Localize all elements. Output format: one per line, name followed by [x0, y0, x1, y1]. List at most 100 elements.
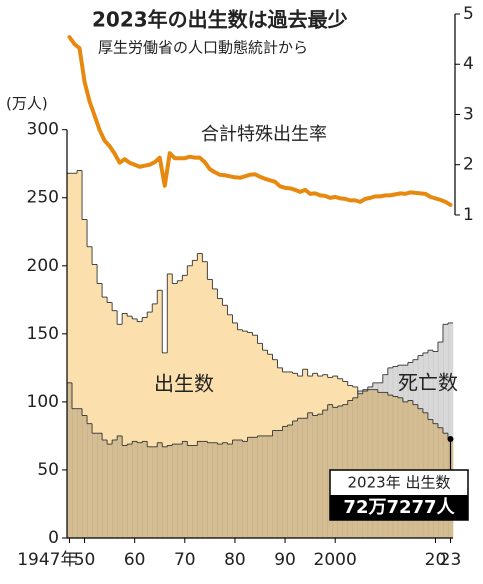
deaths-annotation: 死亡数: [398, 371, 458, 395]
y-tick-label: 250: [27, 188, 59, 208]
death-bar: [382, 374, 389, 538]
death-bar: [362, 391, 369, 538]
death-bar: [277, 430, 283, 538]
y2-tick-label: 5: [463, 4, 474, 24]
death-bar: [87, 423, 93, 538]
death-bar: [407, 362, 414, 538]
birth-bar: [237, 329, 243, 538]
x-tick-label: 70: [174, 550, 196, 570]
birth-bar: [177, 280, 183, 538]
death-bar: [287, 425, 293, 538]
death-bar: [352, 397, 359, 538]
death-bar: [447, 322, 454, 538]
x-tick-label: 2000: [314, 550, 357, 570]
birth-bar: [87, 246, 93, 538]
plot-area: [62, 13, 460, 543]
death-bar: [412, 359, 419, 538]
death-bar: [112, 440, 118, 538]
x-tick-label: 90: [274, 550, 296, 570]
death-bar: [282, 426, 288, 538]
y-tick-label: 200: [27, 256, 59, 276]
chart-subtitle: 厚生労働省の人口動態統計から: [98, 39, 308, 57]
birth-bar: [217, 298, 223, 538]
death-bar: [372, 382, 379, 538]
y-tick-label: 150: [27, 324, 59, 344]
birth-bar: [242, 331, 248, 538]
death-bar: [317, 414, 323, 538]
tfr-line: [67, 35, 453, 207]
death-bar: [152, 446, 158, 538]
death-bar: [122, 445, 128, 538]
death-bar: [262, 435, 268, 538]
death-bar: [322, 410, 328, 538]
x-tick-label: 60: [124, 550, 146, 570]
death-bar: [247, 437, 253, 538]
death-bar: [237, 440, 243, 538]
death-bar: [82, 415, 88, 538]
birth-bar: [157, 290, 163, 538]
birth-bar: [182, 275, 188, 538]
death-bar: [242, 441, 248, 538]
death-bar: [217, 444, 223, 538]
chart-title: 2023年の出生数は過去最少: [92, 8, 348, 32]
death-bar: [402, 365, 409, 538]
callout-dot: [447, 436, 454, 443]
death-bar: [202, 441, 208, 538]
death-bar: [72, 408, 78, 538]
birth-bar: [127, 316, 133, 538]
birth-bar: [232, 322, 238, 538]
death-bar: [422, 352, 429, 538]
death-bar: [127, 444, 133, 538]
tfr-annotation: 合計特殊出生率: [201, 124, 327, 145]
birth-bar: [102, 297, 108, 538]
birth-bar: [112, 310, 118, 538]
death-bar: [377, 382, 384, 538]
x-tick-label: 80: [224, 550, 246, 570]
y-tick-label: 50: [37, 460, 59, 480]
death-bar: [167, 445, 173, 538]
birth-bar: [77, 170, 83, 539]
death-bar: [357, 391, 364, 538]
birth-bar: [147, 312, 153, 538]
death-bar: [392, 366, 399, 538]
death-bar: [97, 433, 103, 538]
birth-bar: [172, 283, 178, 538]
birth-bar: [252, 335, 258, 538]
death-bar: [222, 442, 228, 538]
death-bar: [227, 444, 233, 538]
death-bar: [182, 441, 188, 538]
birth-bar: [72, 173, 78, 538]
death-bar: [427, 350, 434, 538]
death-bar: [92, 433, 98, 538]
x-tick-label: 23: [440, 550, 462, 570]
birth-bar: [222, 305, 228, 538]
death-bar: [302, 418, 308, 538]
birth-bar: [137, 321, 143, 538]
birth-bar: [117, 324, 123, 538]
death-bar: [397, 365, 404, 538]
x-tick-label: 50: [74, 550, 96, 570]
death-bar: [417, 355, 424, 538]
y2-tick-label: 2: [463, 155, 474, 175]
callout: 2023年 出生数 72万7277人: [329, 469, 469, 521]
y2-tick-label: 3: [463, 104, 474, 124]
birth-bar: [227, 314, 233, 538]
death-bar: [147, 446, 153, 538]
death-bar: [257, 435, 263, 538]
death-bar: [197, 441, 203, 538]
y2-tick-label: 1: [463, 205, 474, 225]
birth-bar: [152, 303, 158, 538]
callout-band: [330, 495, 468, 520]
death-bar: [267, 435, 273, 538]
birth-bar: [197, 253, 203, 539]
y-tick-label: 300: [27, 120, 59, 140]
birth-bar: [187, 265, 193, 538]
death-bar: [142, 441, 148, 538]
birth-bar: [247, 332, 253, 538]
y-tick-label: 100: [27, 392, 59, 412]
birth-bar: [122, 313, 128, 538]
x-tick-label: 20: [425, 550, 447, 570]
death-bar: [162, 446, 168, 538]
y-axis-label: (万人): [6, 95, 48, 113]
death-bar: [307, 412, 313, 538]
